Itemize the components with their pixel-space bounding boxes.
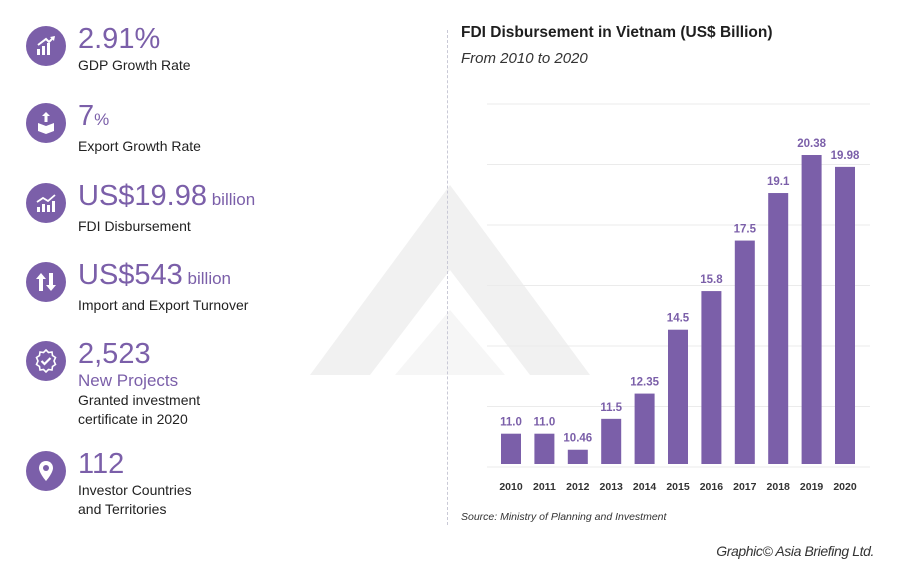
bar-2014 — [634, 393, 655, 464]
stat-label: Import and Export Turnover — [78, 297, 249, 313]
x-tick-2020: 2020 — [833, 481, 857, 493]
certificate-badge-icon — [26, 341, 66, 381]
export-box-icon — [26, 103, 66, 143]
data-label-2020: 19.98 — [831, 150, 860, 162]
data-label-2011: 11.0 — [534, 417, 556, 429]
data-label-2012: 10.46 — [563, 433, 592, 445]
data-label-2018: 19.1 — [767, 176, 790, 188]
x-tick-2011: 2011 — [533, 481, 556, 493]
stat-label: Export Growth Rate — [78, 138, 201, 154]
stat-value: US$19.98 billion — [78, 180, 256, 212]
bar-growth-icon — [26, 26, 66, 66]
bar-2019 — [801, 155, 822, 464]
watermark-logo — [310, 185, 590, 375]
bar-2018 — [768, 193, 789, 464]
graphic-credit: Graphic© Asia Briefing Ltd. — [716, 543, 874, 559]
bar-2016 — [701, 291, 722, 464]
bar-2020 — [835, 166, 855, 464]
source-note: Source: Ministry of Planning and Investm… — [461, 511, 667, 523]
bar-2010 — [501, 433, 521, 464]
stat-label: Granted investment — [78, 392, 201, 408]
data-label-2016: 15.8 — [700, 274, 723, 286]
stat-value: 112 — [78, 448, 125, 480]
x-tick-2019: 2019 — [800, 481, 824, 493]
stat-value: 7% — [78, 100, 110, 132]
bar-2015 — [668, 329, 688, 464]
data-label-2015: 14.5 — [667, 313, 690, 325]
data-label-2013: 11.5 — [600, 402, 622, 414]
stat-sublabel: New Projects — [78, 371, 179, 390]
x-tick-2014: 2014 — [633, 481, 657, 493]
stat-value: 2,523 — [78, 338, 151, 370]
data-label-2010: 11.0 — [500, 417, 522, 429]
data-label-2019: 20.38 — [797, 138, 826, 150]
bar-2013 — [601, 418, 622, 464]
location-pin-icon — [26, 451, 66, 491]
x-tick-2010: 2010 — [499, 481, 523, 493]
x-tick-2018: 2018 — [767, 481, 791, 493]
stat-value: US$543 billion — [78, 259, 232, 291]
x-tick-2015: 2015 — [666, 481, 690, 493]
stat-label: certificate in 2020 — [78, 411, 188, 427]
x-tick-2016: 2016 — [700, 481, 724, 493]
up-down-arrows-icon — [26, 262, 66, 302]
data-label-2014: 12.35 — [630, 377, 659, 389]
stat-label: FDI Disbursement — [78, 218, 191, 234]
bar-2017 — [734, 240, 755, 464]
stat-value: 2.91% — [78, 23, 161, 55]
stat-label: and Territories — [78, 501, 167, 517]
line-bar-chart-icon — [26, 183, 66, 223]
bar-2012 — [567, 449, 588, 464]
x-tick-2012: 2012 — [566, 481, 590, 493]
x-tick-2017: 2017 — [733, 481, 757, 493]
stat-label: GDP Growth Rate — [78, 57, 191, 73]
stat-label: Investor Countries — [78, 482, 192, 498]
column-divider — [447, 30, 448, 525]
bar-2011 — [534, 433, 555, 464]
x-tick-2013: 2013 — [600, 481, 624, 493]
chart-subtitle: From 2010 to 2020 — [461, 50, 588, 67]
chart-title: FDI Disbursement in Vietnam (US$ Billion… — [461, 24, 773, 41]
data-label-2017: 17.5 — [734, 224, 757, 236]
